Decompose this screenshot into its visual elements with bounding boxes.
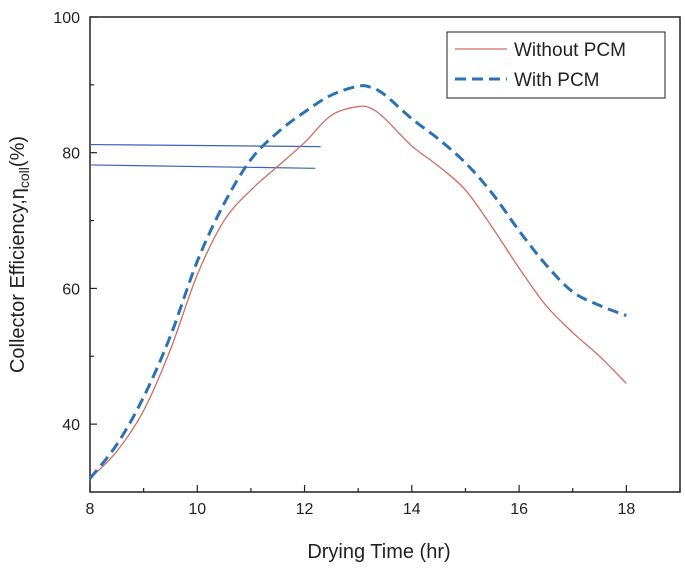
y-axis-label-eta: η [7, 188, 29, 199]
legend: Without PCM With PCM [446, 31, 666, 99]
x-tick-label: 16 [510, 501, 528, 518]
legend-label-without-pcm: Without PCM [514, 40, 626, 61]
x-tick-label: 10 [188, 501, 206, 518]
x-tick-label: 12 [296, 501, 314, 518]
y-axis-label-unit: (%) [7, 136, 29, 167]
y-tick-label: 100 [53, 10, 80, 27]
legend-box [446, 31, 666, 99]
y-axis-label-sub: coll [16, 167, 32, 188]
legend-label-with-pcm: With PCM [514, 70, 600, 91]
y-tick-label: 80 [62, 146, 80, 163]
series-line-without-pcm [89, 105, 627, 479]
x-axis-label: Drying Time (hr) [307, 541, 450, 563]
y-tick-label: 40 [62, 417, 80, 434]
x-tick-label: 14 [403, 501, 421, 518]
x-tick-label: 18 [617, 501, 635, 518]
x-tick-label: 8 [86, 501, 95, 518]
y-axis-label: Collector Efficiency,ηcoll(%) [7, 136, 32, 373]
y-tick-label: 60 [62, 281, 80, 298]
y-axis-label-main: Collector Efficiency [7, 203, 29, 373]
plot-frame [89, 16, 681, 493]
annotation-line-2 [89, 164, 316, 169]
series-line-with-pcm [88, 84, 627, 480]
annotation-line-1 [89, 143, 321, 148]
